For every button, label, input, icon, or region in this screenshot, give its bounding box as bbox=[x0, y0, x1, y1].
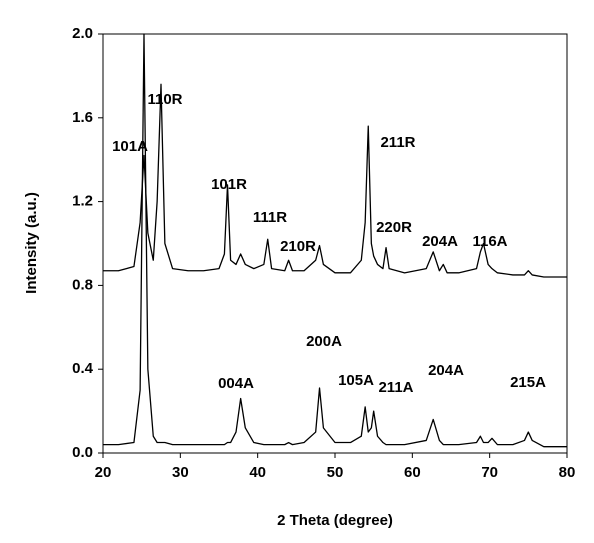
x-tick-label: 20 bbox=[95, 464, 112, 481]
y-tick-label: 1.2 bbox=[72, 193, 93, 210]
peak-label: 101A bbox=[112, 138, 148, 155]
peak-label: 204A bbox=[422, 233, 458, 250]
peak-label: 215A bbox=[510, 374, 546, 391]
x-tick-label: 60 bbox=[404, 464, 421, 481]
y-tick-label: 1.6 bbox=[72, 109, 93, 126]
peak-label: 220R bbox=[376, 219, 412, 236]
y-tick-label: 0.4 bbox=[72, 360, 94, 377]
peak-label: 101R bbox=[211, 176, 247, 193]
peak-label: 111R bbox=[253, 209, 287, 226]
x-axis-label: 2 Theta (degree) bbox=[277, 512, 393, 529]
xrd-line bbox=[103, 33, 567, 448]
x-tick-label: 50 bbox=[327, 464, 344, 481]
x-tick-label: 80 bbox=[559, 464, 576, 481]
x-tick-label: 40 bbox=[249, 464, 266, 481]
peak-label: 204A bbox=[428, 362, 464, 379]
peak-label: 211R bbox=[380, 134, 415, 151]
peak-label: 004A bbox=[218, 375, 254, 392]
x-tick-label: 70 bbox=[481, 464, 498, 481]
peak-label: 110R bbox=[147, 91, 182, 108]
y-tick-label: 0.0 bbox=[72, 444, 93, 461]
peak-label: 116A bbox=[472, 233, 507, 250]
peak-label: 105A bbox=[338, 372, 374, 389]
y-tick-label: 2.0 bbox=[72, 25, 93, 42]
peak-label: 210R bbox=[280, 238, 316, 255]
x-tick-label: 30 bbox=[172, 464, 189, 481]
peak-label: 200A bbox=[306, 333, 342, 350]
xrd-line bbox=[103, 83, 567, 278]
y-axis-label: Intensity (a.u.) bbox=[23, 192, 40, 294]
peak-label: 211A bbox=[378, 379, 413, 396]
y-tick-label: 0.8 bbox=[72, 276, 93, 293]
